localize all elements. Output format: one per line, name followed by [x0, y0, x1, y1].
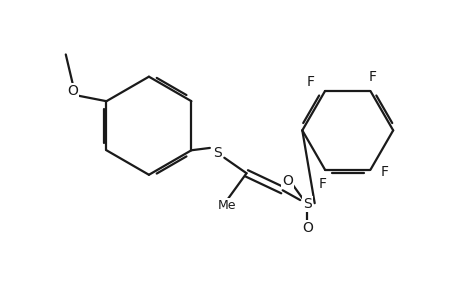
- Text: S: S: [302, 197, 311, 211]
- Text: F: F: [380, 165, 388, 179]
- Text: O: O: [282, 174, 293, 188]
- Text: F: F: [368, 70, 376, 84]
- Text: Me: Me: [218, 199, 236, 212]
- Text: F: F: [306, 75, 314, 89]
- Text: S: S: [212, 146, 221, 160]
- Text: O: O: [67, 84, 78, 98]
- Text: F: F: [318, 177, 326, 191]
- Text: O: O: [302, 221, 312, 236]
